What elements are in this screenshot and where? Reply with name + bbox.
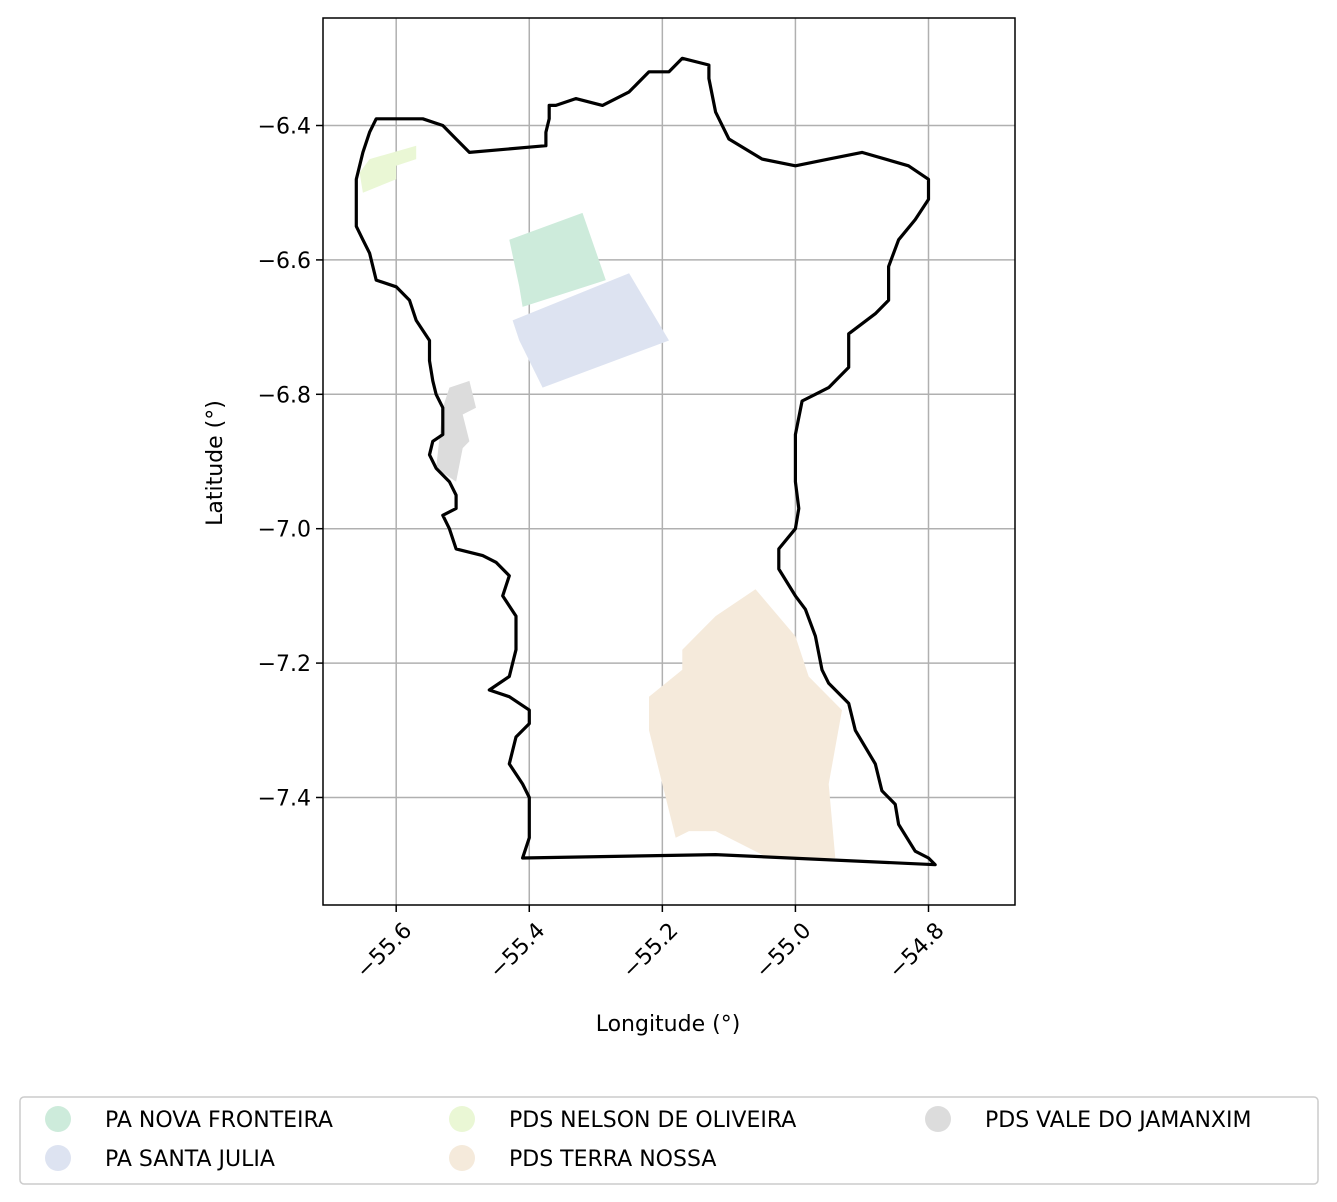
y-axis-label: Latitude (°)	[203, 400, 228, 526]
x-tick-label-3: −55.0	[751, 918, 816, 983]
legend-marker-2	[449, 1106, 475, 1132]
municipality-boundary	[354, 56, 937, 867]
settlement-area-pds-terra-nossa	[649, 589, 842, 858]
x-tick-label-0: −55.6	[352, 918, 417, 983]
x-axis-label: Longitude (°)	[596, 1012, 741, 1037]
legend-label-1: PA SANTA JULIA	[105, 1147, 275, 1172]
y-tick-label-1: −6.6	[258, 249, 311, 274]
legend-marker-1	[45, 1145, 71, 1171]
y-tick-label-0: −6.4	[258, 115, 311, 140]
legend-label-0: PA NOVA FRONTEIRA	[105, 1108, 333, 1133]
x-tick-label-2: −55.2	[618, 918, 683, 983]
legend-marker-0	[45, 1106, 71, 1132]
y-tick-label-5: −7.4	[258, 786, 311, 811]
legend-label-2: PDS NELSON DE OLIVEIRA	[509, 1108, 796, 1133]
legend-label-4: PDS VALE DO JAMANXIM	[985, 1108, 1251, 1133]
y-tick-label-2: −6.8	[258, 383, 311, 408]
x-tick-label-1: −55.4	[485, 918, 550, 983]
boundary-outline	[354, 56, 937, 867]
settlement-area-pds-nelson-de-oliveira	[359, 145, 417, 193]
settlement-area-pa-nova-fronteira	[509, 212, 606, 307]
y-tick-label-4: −7.2	[258, 652, 311, 677]
y-axis-ticks: −6.4 −6.6 −6.8 −7.0 −7.2 −7.4	[258, 115, 323, 811]
settlement-area-pa-santa-julia	[512, 273, 669, 388]
plot-frame	[322, 17, 1016, 906]
x-tick-label-4: −54.8	[884, 918, 949, 983]
y-tick-label-3: −7.0	[258, 518, 311, 543]
legend-marker-4	[925, 1106, 951, 1132]
legend-marker-3	[449, 1145, 475, 1171]
x-axis-ticks: −55.6 −55.4 −55.2 −55.0 −54.8	[352, 905, 949, 984]
legend: PA NOVA FRONTEIRA PA SANTA JULIA PDS NELSO…	[19, 1096, 1319, 1185]
settlement-area-pds-vale-do-jamanxim	[436, 380, 476, 482]
legend-label-3: PDS TERRA NOSSA	[509, 1147, 716, 1172]
legend-frame	[19, 1096, 1319, 1185]
settlement-areas	[359, 145, 842, 858]
